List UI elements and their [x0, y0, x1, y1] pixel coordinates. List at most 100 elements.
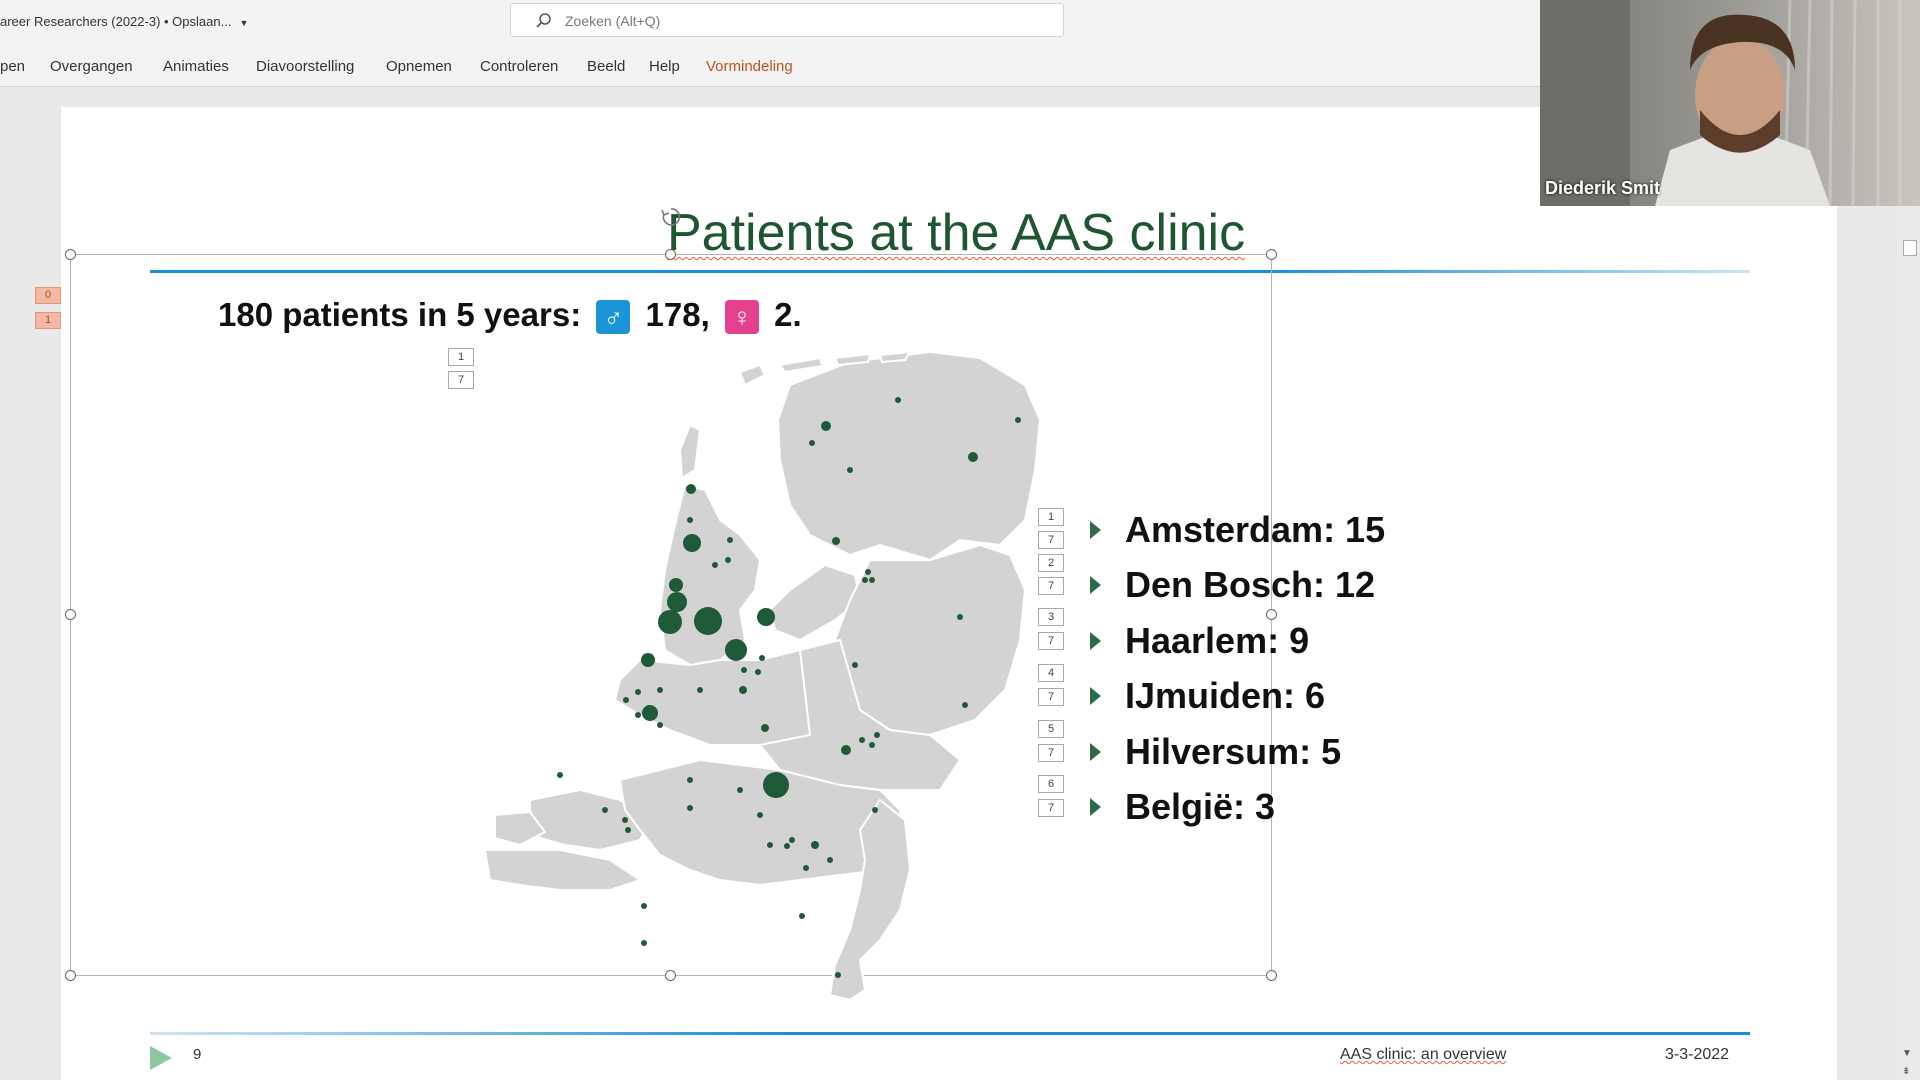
- search-icon: [536, 13, 551, 28]
- city-dot: [646, 705, 652, 711]
- tab-beeld[interactable]: Beeld: [587, 58, 626, 75]
- tab-animaties[interactable]: Animaties: [163, 58, 229, 75]
- vertical-scrollbar[interactable]: [1897, 87, 1920, 1080]
- tab-controleren[interactable]: Controleren: [480, 58, 559, 75]
- scroll-down-icon[interactable]: ▼: [1902, 1048, 1912, 1059]
- animation-tag[interactable]: 7: [1038, 531, 1064, 549]
- tab-invoegen[interactable]: pen: [0, 58, 26, 75]
- resize-handle[interactable]: [665, 970, 676, 981]
- list-item[interactable]: België: 3: [1090, 786, 1275, 828]
- city-dot: [841, 745, 851, 755]
- city-dot: [622, 817, 628, 823]
- male-count: 178,: [645, 296, 710, 333]
- animation-tag[interactable]: 3: [1038, 608, 1064, 626]
- city-dot: [625, 827, 631, 833]
- scrollbar-thumb[interactable]: [1903, 240, 1917, 256]
- female-count: 2.: [774, 296, 802, 333]
- map-region: [878, 350, 912, 364]
- resize-handle[interactable]: [1266, 970, 1277, 981]
- chevron-down-icon[interactable]: ▼: [239, 18, 249, 28]
- city-dot: [657, 687, 663, 693]
- city-dot: [657, 722, 663, 728]
- animation-marker[interactable]: 0: [35, 287, 61, 304]
- city-dot: [687, 805, 693, 811]
- city-dot: [895, 397, 901, 403]
- city-dot: [641, 940, 647, 946]
- list-item[interactable]: Amsterdam: 15: [1090, 509, 1385, 551]
- city-dot: [712, 562, 718, 568]
- rotate-handle-icon[interactable]: [660, 206, 682, 228]
- tab-help[interactable]: Help: [649, 58, 680, 75]
- patient-dots: [557, 397, 1021, 978]
- animation-tag[interactable]: 1: [1038, 508, 1064, 526]
- search-input[interactable]: [563, 10, 1047, 32]
- animation-tag[interactable]: 5: [1038, 720, 1064, 738]
- search-box[interactable]: [510, 3, 1064, 37]
- animation-tag[interactable]: 2: [1038, 554, 1064, 572]
- scroll-end-icon[interactable]: ⇟: [1902, 1066, 1911, 1077]
- city-dot: [737, 787, 743, 793]
- city-dot: [658, 610, 682, 634]
- list-item-label: Den Bosch: 12: [1125, 564, 1376, 605]
- tab-overgangen[interactable]: Overgangen: [50, 58, 133, 75]
- resize-handle[interactable]: [665, 249, 676, 260]
- city-dot: [687, 517, 693, 523]
- tab-diavoorstelling[interactable]: Diavoorstelling: [256, 58, 355, 75]
- animation-tag[interactable]: 6: [1038, 775, 1064, 793]
- animation-tag[interactable]: 7: [1038, 632, 1064, 650]
- city-dot: [642, 705, 658, 721]
- city-dot: [669, 578, 683, 592]
- city-dot: [1015, 417, 1021, 423]
- resize-handle[interactable]: [65, 249, 76, 260]
- map-region: [776, 350, 1042, 562]
- city-dot: [757, 812, 763, 818]
- resize-handle[interactable]: [65, 970, 76, 981]
- city-dot: [687, 777, 693, 783]
- webcam-feed: [1540, 0, 1920, 206]
- city-dot: [602, 807, 608, 813]
- animation-tag[interactable]: 7: [1038, 688, 1064, 706]
- animation-tag[interactable]: 7: [1038, 799, 1064, 817]
- resize-handle[interactable]: [1266, 249, 1277, 260]
- webcam-video[interactable]: [1540, 0, 1920, 206]
- list-item-label: Hilversum: 5: [1125, 731, 1342, 772]
- animation-tag[interactable]: 7: [448, 371, 474, 389]
- document-title[interactable]: areer Researchers (2022-3) • Opslaan... ▼: [0, 14, 249, 29]
- city-dot: [694, 607, 722, 635]
- tab-opnemen[interactable]: Opnemen: [386, 58, 452, 75]
- city-dot: [761, 724, 769, 732]
- list-item[interactable]: IJmuiden: 6: [1090, 675, 1325, 717]
- slide-title[interactable]: Patients at the AAS clinic: [667, 204, 1246, 262]
- list-item[interactable]: Den Bosch: 12: [1090, 564, 1375, 606]
- animation-tag[interactable]: 7: [1038, 744, 1064, 762]
- male-symbol-icon: ♂: [596, 300, 631, 335]
- tab-vormindeling[interactable]: Vormindeling: [706, 58, 793, 75]
- city-dot: [809, 440, 815, 446]
- animation-tag[interactable]: 7: [1038, 577, 1064, 595]
- list-item[interactable]: Hilversum: 5: [1090, 731, 1341, 773]
- summary-lead: 180 patients in 5 years:: [218, 296, 582, 333]
- map-region: [618, 758, 907, 887]
- list-item[interactable]: Haarlem: 9: [1090, 620, 1309, 662]
- city-dot: [725, 639, 747, 661]
- animation-tag[interactable]: 4: [1038, 664, 1064, 682]
- city-dot: [635, 689, 641, 695]
- map-region: [658, 483, 762, 667]
- city-dot: [852, 662, 858, 668]
- netherlands-map[interactable]: [470, 350, 1050, 1010]
- animation-marker[interactable]: 1: [35, 312, 61, 329]
- list-item-label: Amsterdam: 15: [1125, 509, 1386, 550]
- patients-summary[interactable]: 180 patients in 5 years: ♂ 178, ♀ 2.: [218, 296, 802, 335]
- footer-date: 3-3-2022: [1665, 1046, 1730, 1063]
- city-dot: [683, 534, 701, 552]
- resize-handle[interactable]: [65, 609, 76, 620]
- city-dot: [641, 903, 647, 909]
- city-dot: [741, 667, 747, 673]
- city-dot: [821, 421, 831, 431]
- map-region: [828, 798, 912, 1002]
- city-dot: [623, 697, 629, 703]
- resize-handle[interactable]: [1266, 609, 1277, 620]
- animation-tag[interactable]: 1: [448, 348, 474, 366]
- map-region: [529, 788, 652, 852]
- city-dot: [962, 702, 968, 708]
